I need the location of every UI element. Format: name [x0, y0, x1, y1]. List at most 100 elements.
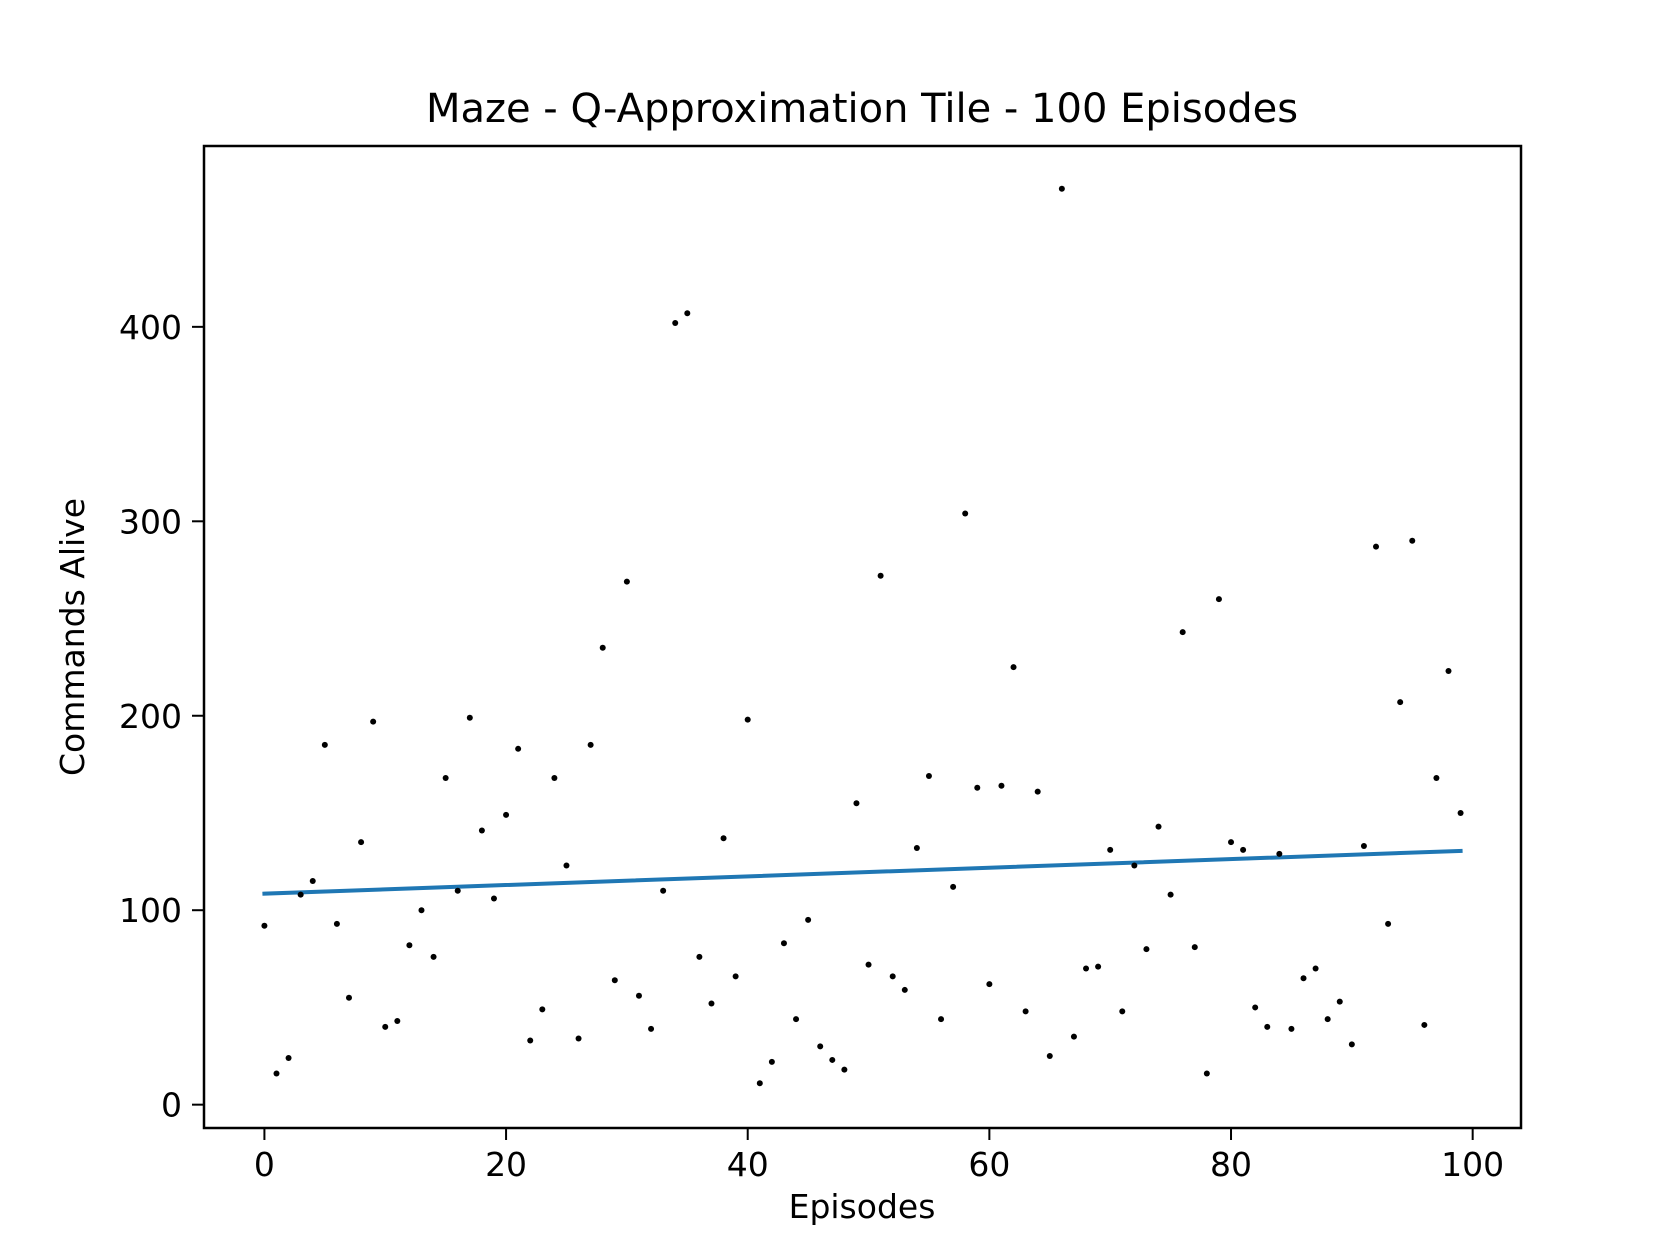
data-point — [394, 1018, 401, 1025]
data-point — [587, 741, 594, 748]
data-point — [1167, 891, 1174, 898]
data-point — [1252, 1004, 1259, 1011]
data-point — [648, 1025, 655, 1032]
data-point — [611, 977, 618, 984]
data-point — [877, 572, 884, 579]
x-tick-label: 20 — [485, 1145, 527, 1184]
data-point — [805, 916, 812, 923]
data-point — [950, 883, 957, 890]
data-point — [1433, 774, 1440, 781]
data-point — [1155, 823, 1162, 830]
data-point — [1191, 944, 1198, 951]
data-point — [1070, 1033, 1077, 1040]
data-point — [829, 1056, 836, 1063]
data-point — [382, 1023, 389, 1030]
data-point — [1264, 1023, 1271, 1030]
data-point — [1409, 537, 1416, 544]
data-point — [1034, 788, 1041, 795]
plot-frame — [202, 144, 1523, 1130]
data-point — [478, 827, 485, 834]
data-point — [466, 714, 473, 721]
data-point — [503, 811, 510, 818]
data-point — [1083, 965, 1090, 972]
data-point — [1046, 1053, 1053, 1060]
data-point — [563, 862, 570, 869]
chart-title: Maze - Q-Approximation Tile - 100 Episod… — [426, 86, 1298, 132]
data-point — [454, 887, 461, 894]
data-point — [1228, 839, 1235, 846]
data-point — [1336, 998, 1343, 1005]
data-point — [853, 800, 860, 807]
data-point — [1300, 975, 1307, 982]
data-point — [660, 887, 667, 894]
data-point — [986, 981, 993, 988]
data-point — [1215, 596, 1222, 603]
data-point — [817, 1043, 824, 1050]
data-point — [1179, 629, 1186, 636]
data-point — [865, 961, 872, 968]
data-point — [285, 1054, 292, 1061]
data-point — [1095, 963, 1102, 970]
data-point — [962, 510, 969, 517]
y-tick-label: 0 — [161, 1086, 182, 1125]
trend-line — [262, 848, 1463, 896]
data-point — [261, 922, 268, 929]
data-point — [345, 994, 352, 1001]
data-point — [1373, 543, 1380, 550]
data-point — [1131, 862, 1138, 869]
data-point — [273, 1070, 280, 1077]
y-axis-label: Commands Alive — [53, 498, 92, 776]
data-point — [490, 895, 497, 902]
data-point — [708, 1000, 715, 1007]
data-point — [1058, 185, 1065, 192]
data-point — [1348, 1041, 1355, 1048]
data-point — [406, 942, 413, 949]
data-point — [684, 310, 691, 317]
data-point — [841, 1066, 848, 1073]
data-point — [297, 891, 304, 898]
data-point — [780, 940, 787, 947]
plot-area: 0 20 40 60 80 100 0 100 200 300 400 — [119, 144, 1523, 1184]
data-point — [1107, 846, 1114, 853]
data-point — [1240, 846, 1247, 853]
y-tick-label: 300 — [119, 502, 182, 541]
data-point — [720, 835, 727, 842]
data-point — [1457, 809, 1464, 816]
data-point — [696, 953, 703, 960]
data-point — [333, 920, 340, 927]
data-point — [744, 716, 751, 723]
data-point — [442, 774, 449, 781]
data-point — [672, 319, 679, 326]
y-tick-label: 200 — [119, 697, 182, 736]
data-point — [321, 741, 328, 748]
data-point — [1119, 1008, 1126, 1015]
data-point — [539, 1006, 546, 1013]
data-point — [551, 774, 558, 781]
data-point — [913, 844, 920, 851]
data-point — [732, 973, 739, 980]
data-point — [974, 784, 981, 791]
data-point — [623, 578, 630, 585]
x-tick-label: 0 — [254, 1145, 275, 1184]
data-point — [575, 1035, 582, 1042]
data-point — [1360, 843, 1367, 850]
data-point — [793, 1016, 800, 1023]
data-point — [1203, 1070, 1210, 1077]
data-point — [430, 953, 437, 960]
data-point — [370, 718, 377, 725]
data-point — [1010, 664, 1017, 671]
data-point — [889, 973, 896, 980]
data-point — [599, 644, 606, 651]
data-point — [1397, 699, 1404, 706]
data-point — [938, 1016, 945, 1023]
data-point — [635, 992, 642, 999]
data-point — [1445, 668, 1452, 675]
data-point — [756, 1080, 763, 1087]
data-point — [998, 782, 1005, 789]
data-point — [1324, 1016, 1331, 1023]
data-point — [1276, 850, 1283, 857]
data-point — [925, 773, 932, 780]
